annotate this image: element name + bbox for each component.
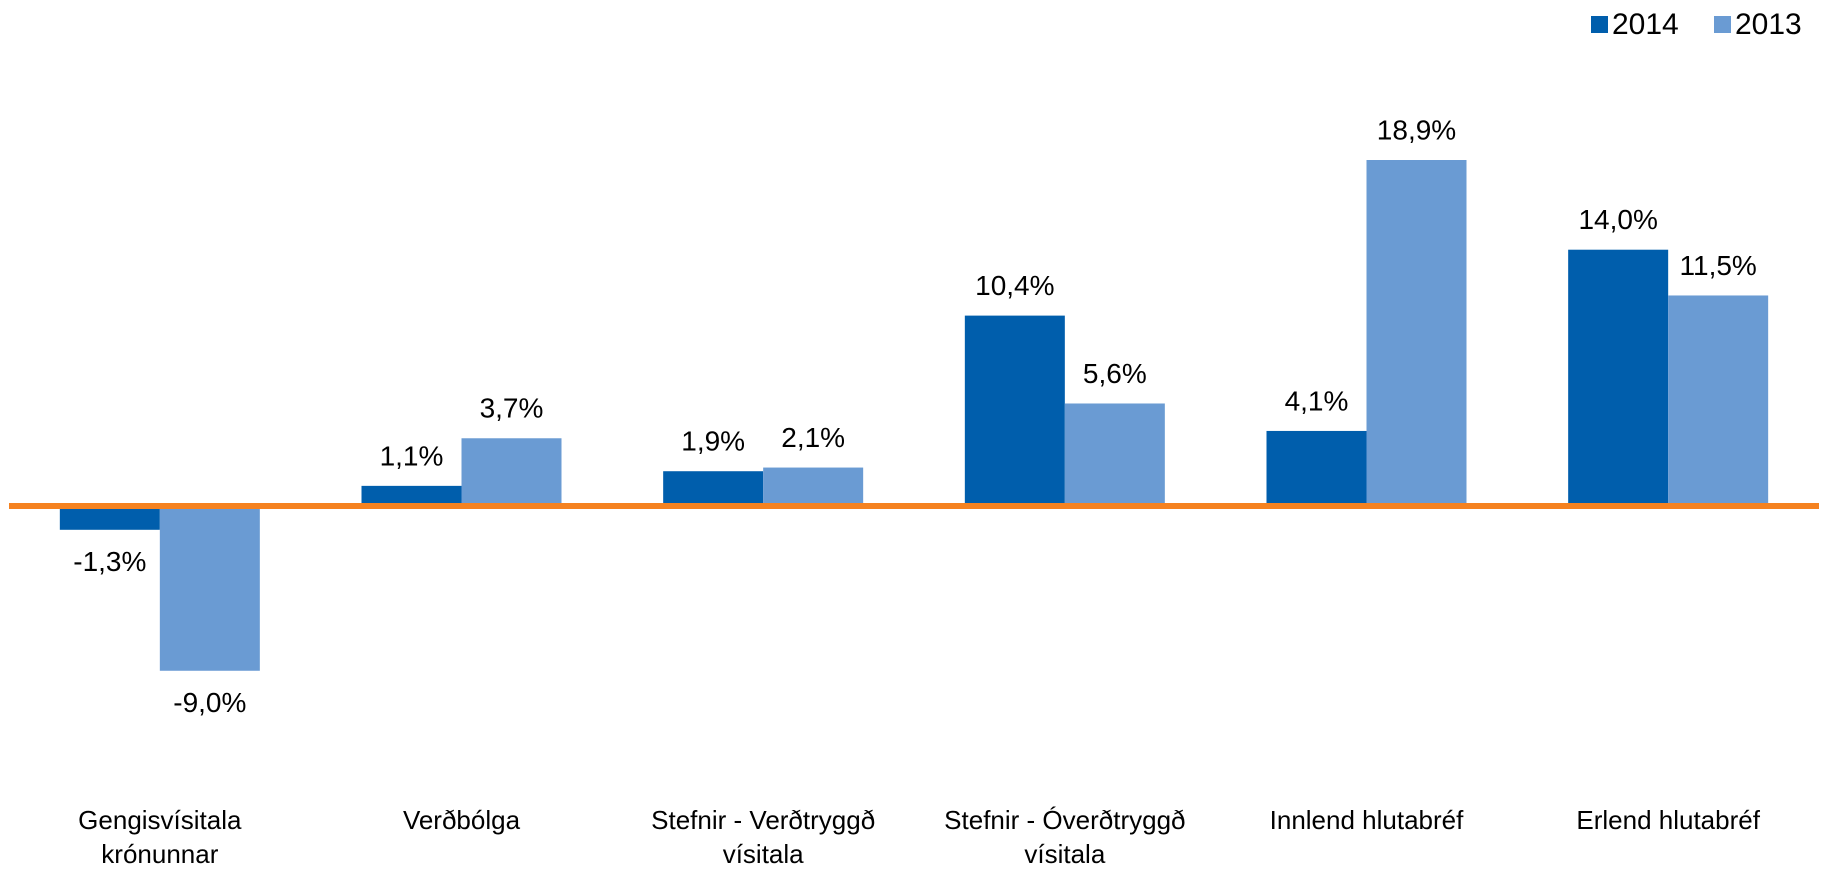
- data-label: 2,1%: [781, 422, 845, 453]
- data-label: 18,9%: [1377, 114, 1456, 145]
- data-label: -1,3%: [73, 546, 146, 577]
- data-label: -9,0%: [173, 687, 246, 718]
- bar: [159, 506, 260, 671]
- x-tick-label: Verðbólga: [402, 805, 521, 835]
- bar: [59, 506, 160, 530]
- data-label: 10,4%: [975, 270, 1054, 301]
- bar: [1568, 249, 1669, 506]
- data-label: 5,6%: [1083, 358, 1147, 389]
- legend-swatch: [1591, 16, 1608, 33]
- data-label: 11,5%: [1680, 250, 1757, 281]
- data-label: 1,1%: [380, 440, 444, 471]
- data-label: 4,1%: [1285, 385, 1349, 416]
- bar: [763, 467, 864, 506]
- data-label: 3,7%: [480, 393, 544, 424]
- bar: [1668, 295, 1769, 506]
- bar: [663, 471, 764, 506]
- x-tick-label: Stefnir - Óverðtryggð vísitala: [944, 805, 1186, 869]
- data-label: 14,0%: [1578, 204, 1657, 235]
- legend-swatch: [1714, 16, 1731, 33]
- x-tick-label: Erlend hlutabréf: [1576, 805, 1760, 835]
- bar: [1366, 160, 1467, 506]
- bar: [1064, 403, 1165, 506]
- data-label: 1,9%: [681, 426, 745, 457]
- x-tick-label: Gengisvísitala krónunnar: [78, 805, 242, 869]
- bar: [964, 315, 1065, 506]
- bar: [461, 438, 562, 506]
- x-tick-label: Stefnir - Verðtryggð vísitala: [651, 805, 876, 869]
- bar: [1266, 430, 1367, 506]
- bar: [361, 485, 462, 506]
- legend-label: 2013: [1735, 8, 1802, 41]
- legend-label: 2014: [1612, 8, 1679, 41]
- x-tick-label: Innlend hlutabréf: [1269, 805, 1464, 835]
